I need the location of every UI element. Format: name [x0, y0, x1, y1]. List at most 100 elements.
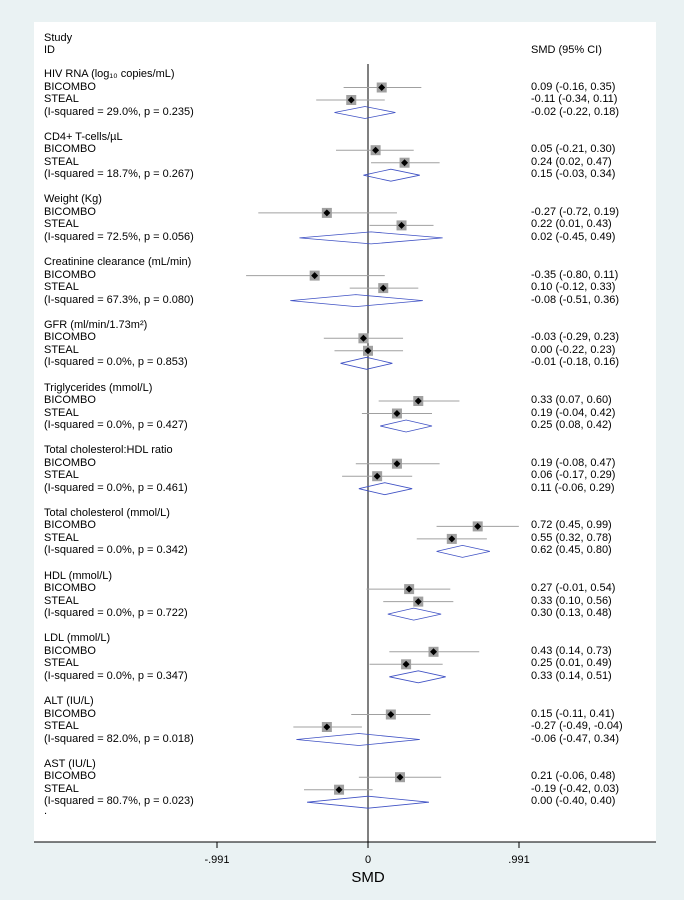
study-marker-3-0: [246, 270, 385, 281]
pooled-diamond-5: [380, 419, 433, 433]
study-estimate-text: -0.03 (-0.29, 0.23): [531, 331, 620, 344]
group-title: Creatinine clearance (mL/min): [44, 256, 192, 269]
study-marker-6-0-point: [393, 460, 401, 468]
pooled-diamond-10: [296, 733, 420, 746]
study-marker-0-1-point: [347, 96, 355, 104]
study-marker-0-0-point: [378, 84, 386, 91]
study-marker-10-1-point: [323, 723, 331, 731]
pooled-label: (I-squared = 0.0%, p = 0.461): [44, 481, 188, 494]
study-marker-1-1: [371, 157, 440, 168]
study-label: STEAL: [44, 782, 79, 795]
group-title: AST (IU/L): [44, 757, 96, 770]
group-title: CD4+ T-cells/µL: [44, 130, 123, 143]
pooled-estimate-text: 0.00 (-0.40, 0.40): [531, 795, 616, 808]
pooled-diamond-6: [358, 482, 413, 496]
study-marker-6-0: [355, 458, 440, 469]
study-label: BICOMBO: [44, 456, 96, 469]
study-marker-1-0: [336, 145, 414, 156]
study-marker-11-0: [358, 772, 442, 783]
study-marker-9-0-point: [430, 648, 438, 656]
study-estimate-text: 0.33 (0.10, 0.56): [531, 594, 612, 607]
group-title: Triglycerides (mmol/L): [44, 381, 153, 394]
study-marker-8-0: [366, 584, 451, 595]
group-title: Total cholesterol (mmol/L): [44, 506, 170, 519]
footnote: .: [44, 805, 48, 818]
pooled-diamond-3: [290, 294, 423, 308]
study-marker-10-0-point: [387, 711, 395, 718]
forest-plot: [246, 64, 519, 842]
group-title: HIV RNA (log₁₀ copies/mL): [44, 68, 175, 80]
study-label: STEAL: [44, 657, 79, 670]
study-label: BICOMBO: [44, 519, 96, 532]
study-label: STEAL: [44, 93, 79, 105]
study-marker-5-1: [361, 408, 432, 419]
pooled-estimate-text: 0.02 (-0.45, 0.49): [531, 230, 616, 243]
study-estimate-text: 0.10 (-0.12, 0.33): [531, 281, 616, 294]
pooled-diamond-2: [299, 231, 443, 245]
study-estimate-text: 0.09 (-0.16, 0.35): [531, 80, 616, 93]
study-marker-2-0-point: [323, 209, 331, 217]
x-tick-label: 0: [364, 854, 372, 866]
group-title: HDL (mmol/L): [44, 569, 113, 582]
study-marker-10-0: [351, 709, 431, 720]
pooled-estimate-text: -0.08 (-0.51, 0.36): [531, 293, 620, 306]
study-label: STEAL: [44, 720, 79, 732]
study-marker-2-0: [258, 207, 397, 218]
header-id: ID: [44, 44, 55, 56]
study-label: BICOMBO: [44, 707, 96, 720]
study-marker-5-0-point: [414, 397, 422, 405]
study-label: STEAL: [44, 343, 79, 356]
study-estimate-text: 0.27 (-0.01, 0.54): [531, 582, 616, 595]
study-estimate-text: -0.19 (-0.42, 0.03): [531, 782, 620, 795]
pooled-label: (I-squared = 67.3%, p = 0.080): [44, 293, 194, 306]
pooled-label: (I-squared = 82.0%, p = 0.018): [44, 732, 194, 745]
study-estimate-text: 0.55 (0.32, 0.78): [531, 531, 612, 544]
study-marker-3-0-point: [311, 272, 319, 280]
study-marker-3-1: [349, 283, 419, 294]
study-marker-9-1: [369, 659, 443, 670]
study-marker-4-0-point: [359, 334, 367, 342]
study-marker-4-0: [323, 333, 404, 344]
study-label: STEAL: [44, 469, 79, 482]
study-estimate-text: 0.25 (0.01, 0.49): [531, 657, 612, 670]
pooled-diamond-11: [307, 795, 429, 809]
group-title: Weight (Kg): [44, 193, 102, 206]
study-estimate-text: 0.24 (0.02, 0.47): [531, 155, 612, 168]
x-axis-title: SMD: [351, 869, 385, 886]
study-marker-7-0: [436, 521, 519, 532]
pooled-diamond-1: [363, 168, 420, 182]
study-estimate-text: 0.22 (0.01, 0.43): [531, 218, 612, 231]
study-marker-6-1: [342, 471, 413, 482]
group-title: LDL (mmol/L): [44, 632, 111, 645]
header-study: Study: [44, 32, 73, 44]
study-label: STEAL: [44, 594, 79, 607]
study-estimate-text: 0.19 (-0.08, 0.47): [531, 456, 616, 469]
plot-panel: [34, 22, 656, 842]
study-marker-9-0: [389, 646, 480, 657]
group-title: ALT (IU/L): [44, 695, 94, 707]
study-estimate-text: -0.27 (-0.49, -0.04): [531, 720, 623, 732]
pooled-label: (I-squared = 0.0%, p = 0.427): [44, 419, 188, 431]
study-marker-5-0: [378, 396, 460, 406]
study-estimate-text: 0.05 (-0.21, 0.30): [531, 143, 616, 156]
study-estimate-text: -0.27 (-0.72, 0.19): [531, 205, 620, 218]
study-label: STEAL: [44, 218, 79, 231]
pooled-label: (I-squared = 0.0%, p = 0.342): [44, 544, 188, 557]
study-estimate-text: 0.00 (-0.22, 0.23): [531, 343, 616, 356]
study-label: BICOMBO: [44, 644, 96, 657]
study-marker-11-1: [304, 784, 373, 795]
study-estimate-text: 0.72 (0.45, 0.99): [531, 519, 612, 532]
study-label: STEAL: [44, 281, 79, 294]
study-label: STEAL: [44, 155, 79, 168]
study-marker-6-1-point: [373, 472, 381, 480]
study-label: STEAL: [44, 531, 79, 544]
pooled-estimate-text: -0.02 (-0.22, 0.18): [531, 105, 620, 118]
study-marker-9-1-point: [402, 660, 410, 668]
study-label: BICOMBO: [44, 770, 96, 783]
pooled-label: (I-squared = 0.0%, p = 0.853): [44, 356, 188, 369]
study-label: BICOMBO: [44, 205, 96, 218]
pooled-estimate-text: -0.06 (-0.47, 0.34): [531, 732, 620, 745]
study-estimate-text: 0.43 (0.14, 0.73): [531, 644, 612, 657]
study-label: BICOMBO: [44, 268, 96, 281]
study-marker-5-1-point: [393, 410, 401, 417]
